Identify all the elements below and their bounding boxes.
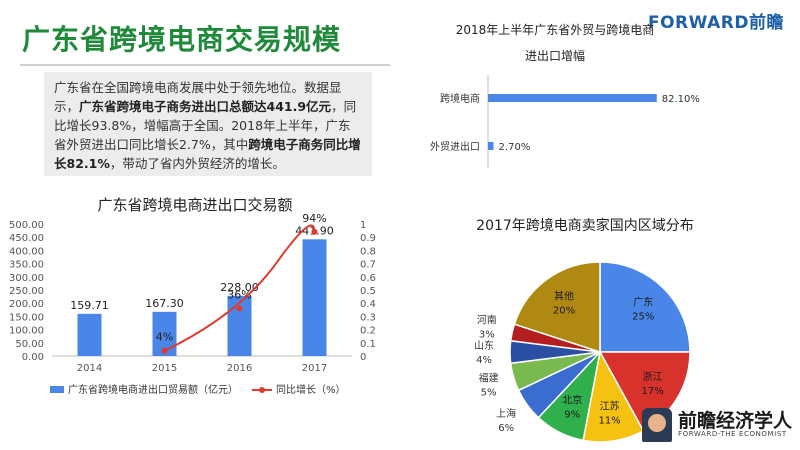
y-left-tick-label: 450.00	[9, 233, 44, 244]
pie-slice-name: 北京	[562, 394, 582, 407]
pie-slice-percent: 4%	[476, 355, 492, 366]
bar	[77, 313, 102, 356]
bar-value-label: 167.30	[145, 297, 184, 310]
x-tick-label: 2016	[227, 363, 252, 374]
pie-slice-percent: 17%	[642, 386, 664, 397]
y-right-tick-label: 0.9	[360, 233, 376, 244]
pie-slice-name: 河南	[477, 314, 497, 327]
growth-point	[161, 347, 168, 354]
y-right-tick-label: 0.8	[360, 246, 376, 257]
summary-run: 广东省在全国跨境电商发展中处于领先地位。数据显示，	[54, 80, 342, 114]
y-left-tick-label: 200.00	[9, 299, 44, 310]
legend-bar-label: 广东省跨境电商进出口贸易额（亿元）	[68, 383, 238, 396]
summary-text: 广东省在全国跨境电商发展中处于领先地位。数据显示，广东省跨境电子商务进出口总额达…	[44, 72, 372, 179]
y-left-tick-label: 400.00	[9, 246, 44, 257]
y-left-tick-label: 50.00	[15, 339, 44, 350]
pie-slice-name: 福建	[479, 371, 499, 384]
pie-title: 2017年跨境电商卖家国内区域分布	[476, 217, 694, 234]
title-divider	[20, 64, 390, 66]
y-right-tick-label: 0.1	[360, 339, 376, 350]
pie-slice-percent: 6%	[498, 423, 514, 434]
y-right-tick-label: 0.7	[360, 260, 376, 271]
summary-highlight: 跨境电子商务同比增长82.1%	[54, 137, 361, 171]
chart-title: 广东省跨境电商进出口交易额	[97, 196, 292, 214]
y-left-tick-label: 500.00	[9, 220, 44, 231]
pie-slice-name: 山东	[474, 339, 494, 352]
pie-slice-percent: 20%	[553, 305, 575, 316]
summary-run: ，带动了省内外贸经济的增长。	[109, 156, 285, 171]
hbar-title-line-2: 进出口增幅	[525, 48, 585, 63]
y-left-tick-label: 300.00	[9, 273, 44, 284]
y-right-tick-label: 0	[360, 352, 366, 363]
bar-value-label: 159.71	[70, 299, 109, 312]
hbar-value-label: 2.70%	[499, 142, 531, 153]
summary-run: ，同比增长93.8%，增幅高于全国。2018年上半年，广东省外贸进出口同比增长2…	[54, 99, 357, 152]
legend-line-marker	[259, 387, 265, 393]
pie-slice-percent: 3%	[479, 330, 495, 341]
bar	[227, 295, 252, 356]
pie-slice-name: 江苏	[600, 399, 620, 412]
hbar-value-label: 82.10%	[662, 94, 700, 105]
pie-slice	[513, 261, 601, 354]
summary-textbox: 广东省在全国跨境电商发展中处于领先地位。数据显示，广东省跨境电子商务进出口总额达…	[44, 72, 372, 176]
brand-subtitle: FORWARD-THE ECONOMIST	[678, 430, 787, 438]
pie-slice-name: 广东	[633, 296, 653, 309]
y-right-tick-label: 1	[360, 220, 366, 231]
pie-slice-percent: 25%	[632, 312, 654, 323]
growth-line	[164, 224, 316, 352]
growth-point	[311, 228, 318, 235]
economist-brand: 前瞻经济学人 FORWARD-THE ECONOMIST	[642, 406, 792, 442]
pie-slice-percent: 5%	[481, 387, 497, 398]
y-right-tick-label: 0.6	[360, 273, 376, 284]
brand-logo: FORWARD前瞻	[647, 13, 784, 33]
combo-chart: 广东省跨境电商进出口交易额 0.00 50.00 100.00 150.00 200.00…	[9, 196, 376, 396]
growth-point	[236, 305, 243, 312]
hbar-title-line-1: 2018年上半年广东省外贸与跨境电商	[456, 22, 655, 37]
hbar-category-label: 跨境电商	[440, 92, 480, 105]
legend-bar-swatch	[50, 386, 64, 393]
pie-slice-percent: 11%	[598, 415, 620, 426]
pie-slice-name: 浙江	[643, 371, 663, 383]
brand-name: 前瞻经济学人	[678, 410, 793, 432]
x-tick-label: 2017	[302, 363, 327, 374]
bar	[302, 239, 327, 356]
pie-slice-name: 其他	[554, 289, 574, 302]
x-tick-label: 2014	[77, 363, 102, 374]
y-right-tick-label: 0.4	[360, 299, 376, 310]
y-left-tick-label: 250.00	[9, 286, 44, 297]
legend-line-label: 同比增长（%）	[276, 383, 346, 396]
page-title: 广东省跨境电商交易规模	[22, 23, 342, 56]
pie-slice	[599, 261, 691, 353]
line-value-label: 94%	[302, 212, 326, 225]
y-left-tick-label: 100.00	[9, 326, 44, 337]
hbar-bar	[488, 142, 494, 150]
y-left-tick-label: 0.00	[22, 352, 44, 363]
x-tick-label: 2015	[152, 363, 177, 374]
line-value-label: 4%	[156, 331, 173, 344]
avatar-icon	[642, 408, 672, 442]
hbar-category-label: 外贸进出口	[430, 140, 480, 153]
y-left-tick-label: 150.00	[9, 312, 44, 323]
y-right-tick-label: 0.3	[360, 312, 376, 323]
bar-value-label: 228.00	[220, 281, 259, 294]
pie-slice-name: 上海	[496, 407, 516, 420]
y-right-tick-label: 0.2	[360, 326, 376, 337]
y-right-tick-label: 0.5	[360, 286, 376, 297]
y-left-tick-label: 350.00	[9, 260, 44, 271]
pie-slice-percent: 9%	[564, 410, 580, 421]
summary-highlight: 广东省跨境电子商务进出口总额达441.9亿元	[79, 99, 332, 114]
hbar-bar	[488, 94, 657, 102]
